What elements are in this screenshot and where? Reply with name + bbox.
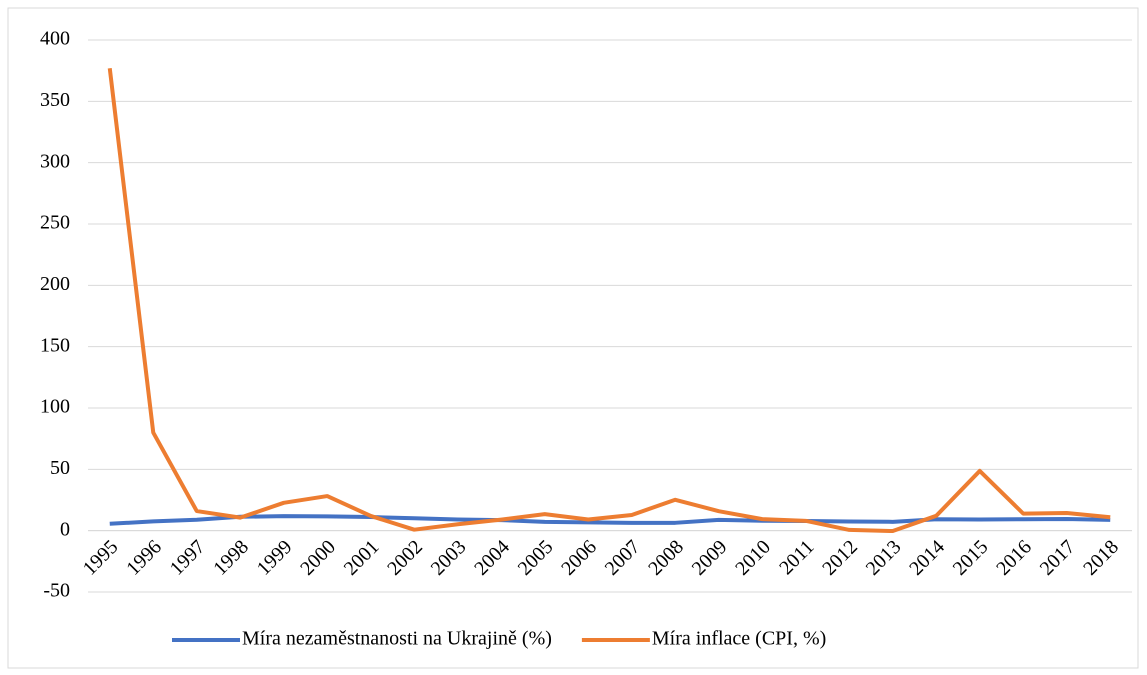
y-tick-label: 350 — [40, 89, 70, 111]
series-line — [109, 514, 1111, 526]
y-tick-label: 250 — [40, 212, 70, 234]
y-tick-label: 0 — [60, 518, 70, 540]
chart-border — [7, 7, 1139, 669]
y-tick-label: 50 — [50, 457, 70, 479]
y-tick-label: 300 — [40, 150, 70, 172]
legend-label: Míra nezaměstnanosti na Ukrajině (%) — [242, 628, 552, 650]
series-line — [107, 67, 1111, 534]
y-tick-label: 100 — [40, 396, 70, 418]
legend-label: Míra inflace (CPI, %) — [652, 628, 826, 650]
y-tick-label: -50 — [43, 580, 70, 602]
y-tick-label: 400 — [40, 28, 70, 50]
y-tick-label: 150 — [40, 334, 70, 356]
y-tick-label: 200 — [40, 273, 70, 295]
